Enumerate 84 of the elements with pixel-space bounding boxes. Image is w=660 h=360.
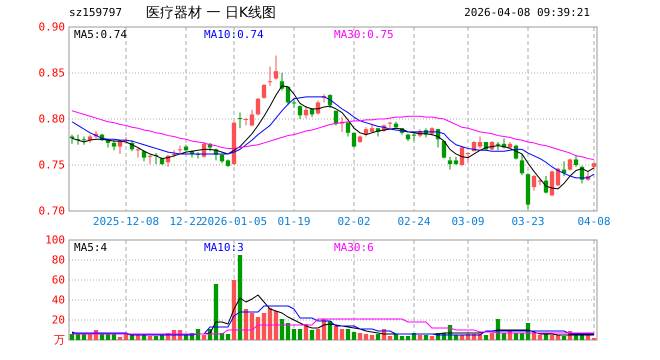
- candlestick: [346, 122, 350, 137]
- candlestick: [466, 152, 470, 163]
- bar: [118, 337, 122, 340]
- bar: [334, 326, 338, 340]
- candlestick: [262, 84, 266, 100]
- bar: [154, 336, 158, 340]
- y-tick-label: 0.90: [38, 20, 65, 34]
- bar: [310, 330, 314, 340]
- line-series: [72, 110, 594, 160]
- bar: [400, 336, 404, 340]
- candlestick: [520, 153, 524, 176]
- text: MA30:6: [334, 241, 374, 254]
- bar: [376, 334, 380, 340]
- bar: [352, 332, 356, 340]
- text: 2026-04-08 09:39:21: [464, 6, 590, 19]
- candlestick: [136, 147, 140, 158]
- bar: [364, 334, 368, 340]
- candlestick: [274, 55, 278, 80]
- y-tick-label: 100: [45, 234, 65, 247]
- candlestick: [304, 106, 308, 119]
- bar: [562, 336, 566, 340]
- line-series: [72, 96, 594, 178]
- candlestick: [238, 112, 242, 129]
- x-tick-label: 03-23: [511, 214, 545, 228]
- y-tick-label: 0.75: [38, 158, 65, 172]
- candlestick: [334, 110, 338, 126]
- candlestick: [220, 153, 224, 164]
- text: MA30:0.75: [334, 28, 394, 41]
- candlestick: [292, 98, 296, 108]
- bar: [202, 335, 206, 340]
- bar: [490, 333, 494, 340]
- bar: [346, 329, 350, 340]
- candlestick: [250, 109, 254, 127]
- y-tick-label: 万: [54, 334, 65, 347]
- bar: [226, 334, 230, 340]
- y-tick-label: 0.85: [38, 66, 65, 80]
- bar: [316, 329, 320, 340]
- x-tick-label: 12-22: [169, 214, 203, 228]
- bar: [292, 329, 296, 340]
- line-series: [72, 306, 594, 336]
- candlestick: [268, 66, 272, 86]
- bar: [340, 329, 344, 340]
- candlestick: [70, 134, 74, 144]
- candlestick: [256, 97, 260, 116]
- x-tick-label: 2026-01-05: [200, 214, 268, 228]
- x-tick-label: 02-24: [397, 214, 431, 228]
- candlestick: [478, 136, 482, 149]
- bar: [370, 335, 374, 340]
- candlestick: [568, 158, 572, 172]
- bar: [406, 336, 410, 340]
- candlestick: [574, 154, 578, 168]
- x-tick-label: 02-02: [337, 214, 371, 228]
- candlestick: [352, 132, 356, 148]
- bar: [388, 336, 392, 340]
- candlestick: [244, 118, 248, 126]
- line-series: [72, 318, 594, 334]
- y-tick-label: 80: [52, 254, 65, 267]
- bar: [484, 335, 488, 340]
- text: MA10:3: [204, 241, 244, 254]
- candlestick: [298, 104, 302, 120]
- y-tick-label: 0.80: [38, 112, 65, 126]
- bar: [550, 335, 554, 340]
- y-tick-label: 0.70: [38, 204, 65, 218]
- bar: [358, 333, 362, 340]
- chart-subtitle: sz159797: [69, 6, 122, 19]
- x-tick-label: 01-19: [277, 214, 311, 228]
- text: MA5:4: [74, 241, 108, 254]
- bar: [424, 335, 428, 340]
- bar: [148, 336, 152, 340]
- candlestick: [532, 174, 536, 192]
- bar: [418, 335, 422, 340]
- text: MA5:0.74: [74, 28, 128, 41]
- candlestick: [148, 154, 152, 165]
- y-tick-label: 40: [52, 294, 65, 307]
- chart-title: 医疗器材 一 日K线图: [146, 5, 276, 21]
- text: MA10:0.74: [204, 28, 264, 41]
- x-tick-label: 03-09: [451, 214, 485, 228]
- y-tick-label: 20: [52, 314, 65, 327]
- x-tick-label: 04-08: [577, 214, 611, 228]
- bar: [430, 336, 434, 340]
- y-tick-label: 60: [52, 274, 65, 287]
- bar: [538, 335, 542, 340]
- x-tick-label: 2025-12-08: [92, 214, 160, 228]
- bar: [298, 329, 302, 340]
